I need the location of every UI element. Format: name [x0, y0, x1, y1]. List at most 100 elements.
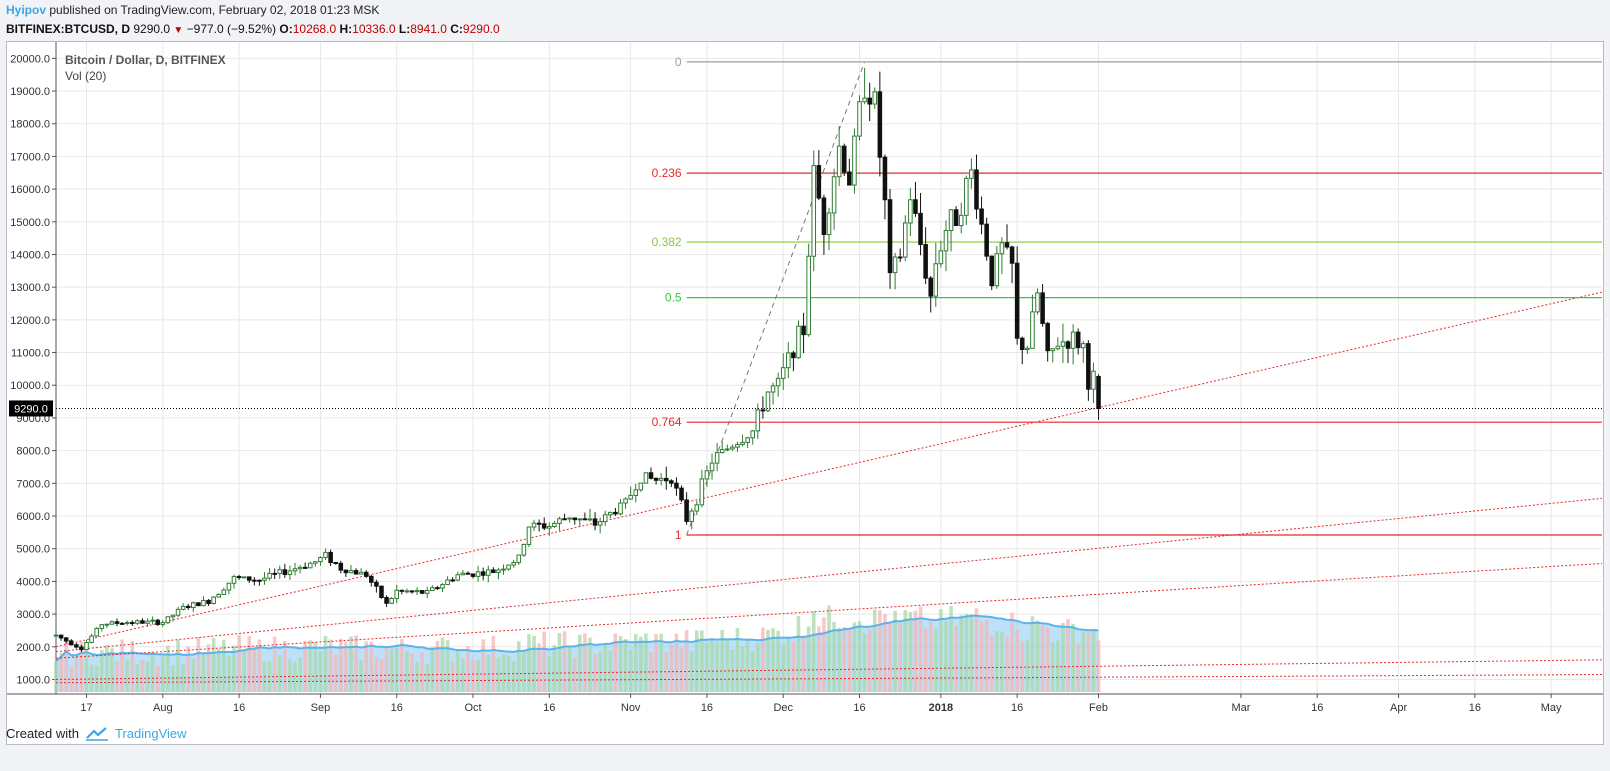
volume-bar [720, 629, 724, 692]
candle-body [882, 156, 888, 201]
chart-panel[interactable]: 1000.0 2000.0 3000.0 4000.0 5000.0 6000.0 7000… [6, 41, 1604, 745]
volume-ma-line [55, 614, 1099, 662]
volume-bar [1081, 631, 1086, 692]
x-tick-label: 16 [1469, 702, 1481, 714]
volume-bar [420, 652, 424, 692]
volume-bar [842, 627, 847, 692]
volume-bar [822, 617, 826, 692]
trend-line [55, 674, 1603, 684]
volume-bar [867, 629, 872, 692]
tradingview-link[interactable]: TradingView [114, 726, 187, 741]
volume-bar [522, 651, 526, 692]
candle-body [918, 212, 923, 246]
candle-body [775, 377, 781, 387]
candle-body [506, 564, 511, 570]
candle-body [801, 325, 806, 336]
candle-body [348, 570, 354, 574]
candle-body [755, 409, 761, 432]
candle-body [353, 570, 359, 575]
candle-body [211, 596, 216, 604]
volume-bar [1005, 636, 1009, 692]
candle-body [1086, 343, 1091, 390]
volume-bar [832, 621, 836, 692]
volume-bar [989, 634, 994, 692]
candle-body [252, 579, 257, 582]
candle-body [206, 599, 211, 604]
candle-body [989, 255, 995, 287]
candle-body [358, 571, 364, 575]
y-tick-label: 20000.0 [10, 53, 50, 65]
volume-bar [1040, 625, 1045, 692]
candle-body [750, 430, 755, 439]
candle-body [302, 566, 308, 569]
candle-body [450, 579, 455, 582]
x-tick-label: 17 [80, 702, 92, 714]
candle-body [424, 589, 430, 594]
y-tick-label: 18000.0 [10, 119, 50, 131]
volume-bar [745, 638, 750, 692]
candle-body [725, 448, 730, 451]
volume-bar [618, 635, 623, 692]
candle-body [653, 477, 659, 481]
candle-body [201, 599, 206, 607]
candle-body [780, 367, 786, 379]
candle-body [404, 590, 410, 593]
y-tick-label: 11000.0 [11, 348, 50, 360]
volume-bar [303, 640, 307, 692]
volume-bar [120, 639, 124, 692]
candle-body [389, 597, 394, 604]
volume-bar [308, 640, 313, 692]
y-tick-label: 7000.0 [16, 478, 50, 490]
volume-bar [410, 653, 414, 692]
candle-body [175, 608, 181, 616]
price-chart[interactable]: 1000.0 2000.0 3000.0 4000.0 5000.0 6000.0 7000… [7, 42, 1603, 744]
candle-body [236, 576, 242, 579]
candle-body [857, 101, 862, 137]
y-tick-label: 13000.0 [10, 282, 50, 294]
volume-bar [344, 641, 348, 692]
candle-body [958, 214, 964, 227]
volume-bar [705, 642, 709, 692]
candle-body [613, 511, 618, 515]
candle-body [323, 551, 328, 559]
volume-bar [761, 627, 765, 692]
candle-body [903, 222, 908, 258]
last-price-badge [9, 400, 53, 417]
candle-body [547, 525, 552, 529]
close-value: 9290.0 [462, 22, 500, 36]
volume-bar [791, 641, 796, 692]
close-label: C: [450, 22, 463, 36]
volume-bar [364, 641, 368, 692]
candle-body [430, 587, 435, 591]
candle-body [663, 477, 669, 482]
candle-body [831, 176, 837, 214]
candle-body [1040, 292, 1045, 324]
volume-bar [776, 630, 780, 692]
trend-line [55, 497, 1603, 653]
volume-bar [1045, 627, 1050, 692]
candle-body [277, 569, 283, 574]
candle-body [114, 621, 120, 624]
volume-bar [99, 649, 104, 692]
volume-bar [883, 614, 887, 692]
volume-bar [1035, 620, 1040, 692]
candle-body [165, 616, 171, 624]
author-link[interactable]: Hyipov [6, 3, 47, 17]
volume-bar [54, 660, 58, 692]
volume-bar [1066, 619, 1070, 692]
candle-body [826, 212, 832, 235]
volume-bar [878, 610, 882, 692]
volume-bar [384, 647, 389, 692]
volume-bar [394, 647, 399, 692]
x-tick-label: Aug [153, 702, 173, 714]
volume-bar [435, 641, 440, 692]
candle-body [897, 256, 903, 259]
volume-bar [1030, 616, 1035, 692]
volume-bar [527, 634, 531, 692]
candle-body [1060, 341, 1066, 347]
candle-body [1091, 370, 1096, 390]
y-tick-label: 2000.0 [16, 642, 50, 654]
candle-body [994, 253, 1000, 287]
candle-body [394, 589, 400, 599]
x-tick-label: Nov [621, 702, 641, 714]
